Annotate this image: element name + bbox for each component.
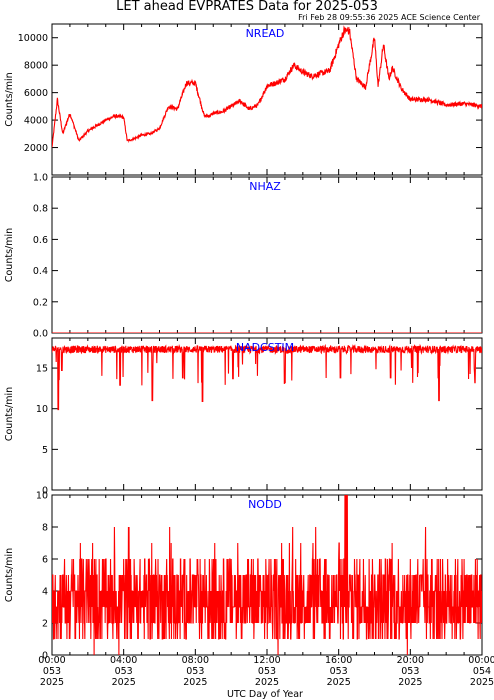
y-axis-label: Counts/min	[4, 228, 15, 282]
y-tick-label: 0.6	[33, 235, 48, 246]
y-tick-label: 4	[42, 587, 48, 598]
x-tick-label: 053	[115, 666, 133, 677]
x-axis-ticklabels: 00:00053202504:00053202508:00053202512:0…	[38, 655, 494, 688]
series-nodd	[52, 495, 482, 655]
y-tick-label: 0.0	[33, 329, 48, 340]
series-line	[52, 495, 482, 655]
y-tick-label: 6	[42, 555, 48, 566]
panel-label: NADCSTIM	[236, 341, 294, 354]
y-tick-label: 0	[42, 651, 48, 662]
panel-label: NREAD	[246, 27, 285, 40]
x-tick-label: 053	[43, 666, 61, 677]
x-tick-label: 2025	[398, 677, 422, 688]
x-axis-label: UTC Day of Year	[227, 689, 303, 700]
plot-frame	[51, 176, 483, 334]
x-tick-label: 04:00	[110, 655, 137, 666]
x-tick-label: 08:00	[182, 655, 209, 666]
y-tick-label: 0.4	[33, 266, 48, 277]
y-tick-label: 10000	[18, 33, 48, 44]
series-line	[52, 343, 482, 411]
panel-nodd: 0 2 4 6 8 10 Counts/min NODD	[4, 491, 483, 662]
panel-label: NODD	[248, 498, 282, 511]
y-tick-label: 2000	[24, 143, 48, 154]
x-tick-label: 053	[330, 666, 348, 677]
y-tick-label: 5	[42, 445, 48, 456]
y-axis-label: Counts/min	[4, 72, 15, 126]
series-nadcstim	[52, 343, 482, 411]
x-tick-label: 2025	[255, 677, 279, 688]
x-tick-label: 2025	[40, 677, 64, 688]
y-tick-label: 8	[42, 523, 48, 534]
x-tick-label: 054	[473, 666, 491, 677]
x-tick-label: 12:00	[253, 655, 280, 666]
x-tick-label: 2025	[470, 677, 494, 688]
timestamp: Fri Feb 28 09:55:36 2025 ACE Science Cen…	[298, 13, 481, 22]
panel-label: NHAZ	[249, 180, 281, 193]
x-tick-label: 00:00	[468, 655, 494, 666]
y-tick-label: 10	[36, 404, 48, 415]
x-tick-label: 2025	[112, 677, 136, 688]
panel-nadcstim: 0 5 10 15 Counts/min NADCSTIM	[4, 337, 483, 497]
panel-nhaz: 0.0 0.2 0.4 0.6 0.8 1.0 Counts/min NHAZ	[4, 173, 483, 340]
y-tick-label: 10	[36, 491, 48, 502]
y-tick-label: 6000	[24, 88, 48, 99]
y-axis-label: Counts/min	[4, 387, 15, 441]
x-tick-label: 20:00	[397, 655, 424, 666]
y-axis-label: Counts/min	[4, 548, 15, 602]
x-tick-label: 053	[258, 666, 276, 677]
y-tick-label: 15	[36, 364, 48, 375]
y-tick-label: 2	[42, 619, 48, 630]
series-nread	[52, 25, 482, 148]
panels: 200040006000800010000Counts/minNREAD0.00…	[4, 23, 483, 662]
series-line	[52, 25, 482, 148]
panel-nread: 2000 4000 6000 8000 10000 Counts/min NREAD	[4, 23, 483, 176]
x-tick-label: 053	[186, 666, 204, 677]
y-tick-label: 4000	[24, 116, 48, 127]
y-tick-label: 0	[42, 486, 48, 497]
x-tick-label: 2025	[183, 677, 207, 688]
x-tick-label: 2025	[327, 677, 351, 688]
y-tick-label: 8000	[24, 61, 48, 72]
x-tick-label: 053	[401, 666, 419, 677]
x-tick-label: 16:00	[325, 655, 352, 666]
y-tick-label: 0.2	[33, 297, 48, 308]
x-tick-label: 00:00	[38, 655, 65, 666]
y-tick-label: 0.8	[33, 204, 48, 215]
y-tick-label: 1.0	[33, 173, 48, 184]
chart-title: LET ahead EVPRATES Data for 2025-053	[116, 0, 378, 14]
